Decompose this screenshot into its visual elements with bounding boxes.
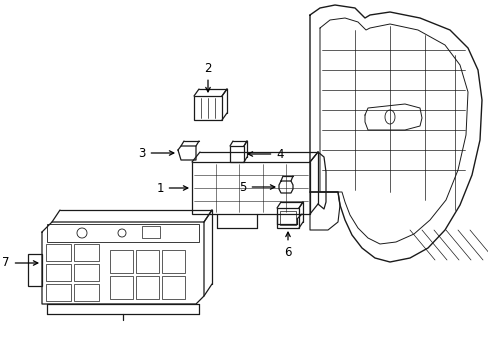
Bar: [142, 226, 160, 238]
Text: 3: 3: [138, 147, 173, 159]
Text: 6: 6: [284, 232, 291, 258]
Bar: [47, 224, 199, 242]
Bar: [194, 96, 222, 120]
Bar: [110, 250, 133, 273]
Bar: [229, 146, 244, 162]
Bar: [46, 244, 71, 261]
Bar: [280, 211, 295, 225]
Bar: [74, 284, 99, 301]
Bar: [162, 276, 184, 299]
Text: 1: 1: [156, 181, 187, 194]
Bar: [74, 244, 99, 261]
Bar: [110, 276, 133, 299]
Bar: [74, 264, 99, 281]
Bar: [28, 254, 42, 286]
Bar: [162, 250, 184, 273]
Bar: [276, 208, 298, 228]
Bar: [192, 162, 309, 214]
Bar: [46, 264, 71, 281]
Text: 7: 7: [2, 256, 38, 270]
Text: 4: 4: [248, 148, 283, 161]
Text: 5: 5: [239, 180, 274, 194]
Bar: [136, 276, 159, 299]
Text: 2: 2: [204, 62, 211, 92]
Bar: [46, 284, 71, 301]
Bar: [136, 250, 159, 273]
